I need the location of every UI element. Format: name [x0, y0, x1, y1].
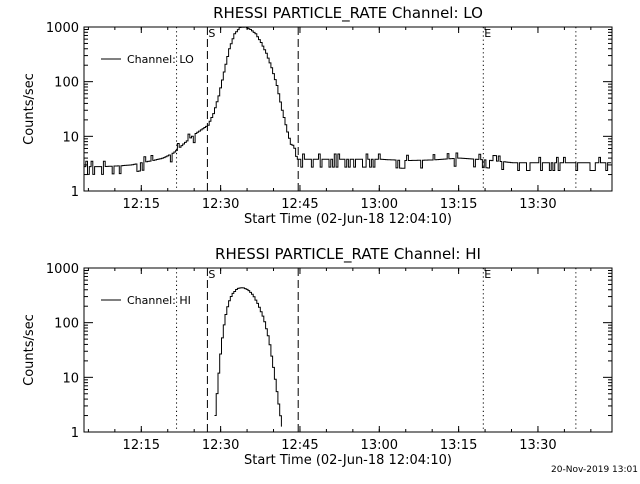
x-tick-label: 12:30: [202, 197, 239, 212]
series-line: [214, 287, 282, 427]
y-tick-label: 100: [54, 317, 79, 332]
x-tick-label: 13:30: [519, 197, 556, 212]
x-tick-label: 12:45: [281, 197, 318, 212]
chart-title: RHESSI PARTICLE_RATE Channel: HI: [215, 245, 481, 264]
footer-timestamp: 20-Nov-2019 13:01: [551, 465, 638, 475]
x-tick-label: 12:15: [123, 438, 160, 453]
chart-panel-2: RHESSI PARTICLE_RATE Channel: HI 12:15 12:…: [22, 245, 613, 468]
plot-frame: [83, 267, 613, 433]
x-tick-label: 13:00: [361, 197, 398, 212]
marker-label: E: [484, 268, 491, 281]
x-axis-label: Start Time (02-Jun-18 12:04:10): [244, 212, 452, 227]
plot-frame: [83, 26, 613, 192]
x-tick-label: 13:30: [519, 438, 556, 453]
y-tick-label: 10: [62, 371, 79, 386]
marker-label: S: [208, 27, 215, 40]
marker-label: S: [208, 268, 215, 281]
y-axis-label: Counts/sec: [22, 314, 37, 386]
y-tick-label: 1: [71, 185, 79, 200]
chart-title: RHESSI PARTICLE_RATE Channel: LO: [213, 4, 483, 23]
legend-label: Channel: LO: [127, 53, 194, 66]
x-tick-label: 13:15: [440, 438, 477, 453]
chart-panel-1: RHESSI PARTICLE_RATE Channel: LO 12:15 12:…: [22, 4, 613, 227]
marker-label: E: [484, 27, 491, 40]
x-tick-label: 12:15: [123, 197, 160, 212]
legend-label: Channel: HI: [127, 294, 191, 307]
x-tick-label: 13:15: [440, 197, 477, 212]
x-axis-label: Start Time (02-Jun-18 12:04:10): [244, 453, 452, 468]
x-tick-label: 13:00: [361, 438, 398, 453]
y-tick-label: 1000: [46, 262, 79, 277]
y-axis-label: Counts/sec: [22, 73, 37, 145]
y-tick-label: 100: [54, 76, 79, 91]
y-tick-label: 1: [71, 426, 79, 441]
series-line: [84, 27, 612, 175]
x-tick-label: 12:45: [281, 438, 318, 453]
x-tick-label: 12:30: [202, 438, 239, 453]
y-tick-label: 1000: [46, 21, 79, 36]
y-tick-label: 10: [62, 130, 79, 145]
